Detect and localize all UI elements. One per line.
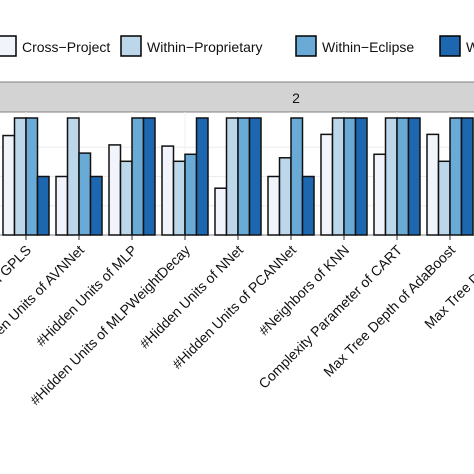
legend-label-2: Within−Proprietary [147,39,263,55]
legend-swatch-2 [120,35,142,57]
x-tick-label-3: #Hidden Units of MLP [33,242,141,350]
legend-label-4: Within−Eclipse [466,39,474,55]
bar-5-series-4 [248,117,262,236]
bar-3-series-2 [119,160,133,236]
bar-2-series-1 [55,175,69,236]
bar-6-series-1 [267,175,281,236]
x-axis: #Components of GPLS#Hidden Units of AVNN… [0,235,474,408]
bar-2-series-3 [78,152,92,236]
bar-5-series-1 [214,187,228,236]
bar-9-series-2 [437,160,451,236]
legend-label-3: Within−Eclipse [322,39,414,55]
bar-6-series-4 [301,175,315,236]
legend-swatch-3 [295,35,317,57]
bar-9-series-4 [460,117,474,236]
bar-3-series-1 [108,144,122,236]
bar-4-series-2 [172,160,186,236]
x-tick-label-7: #Neighbors of KNN [256,242,353,339]
bar-7-series-1 [320,133,334,236]
bar-3-series-3 [131,117,145,236]
bar-2-series-4 [89,175,103,236]
bar-6-series-2 [278,157,292,236]
bar-8-series-2 [384,117,398,236]
bar-8-series-3 [396,117,410,236]
bar-9-series-3 [449,117,463,236]
bar-8-series-1 [373,153,387,236]
bar-4-series-1 [161,145,175,236]
legend-swatch-4 [439,35,461,57]
bar-8-series-4 [407,117,421,236]
facet-strip: 2 [0,81,474,113]
legend: Cross−Project Within−Proprietary Within−Ec… [0,35,474,57]
plot-panel [0,111,474,236]
bar-6-series-3 [290,117,304,236]
bar-1-series-4 [36,175,50,236]
bar-9-series-1 [426,133,440,236]
bar-4-series-4 [195,117,209,236]
legend-label-1: Cross−Project [22,39,110,55]
bar-3-series-4 [142,117,156,236]
bar-1-series-1 [2,134,16,236]
bars [2,117,474,236]
bar-7-series-2 [331,117,345,236]
bar-5-series-2 [225,117,239,236]
bar-1-series-3 [25,117,39,236]
facet-label: 2 [292,90,300,106]
bar-4-series-3 [184,153,198,236]
bar-1-series-2 [13,117,27,236]
bar-5-series-3 [237,117,251,236]
bar-7-series-3 [343,117,357,236]
bar-2-series-2 [66,117,80,236]
facet-strip-background [0,81,474,113]
legend-swatch-1 [0,35,17,57]
x-tick-label-5: #Hidden Units of NNet [136,242,246,352]
bar-7-series-4 [354,117,368,236]
